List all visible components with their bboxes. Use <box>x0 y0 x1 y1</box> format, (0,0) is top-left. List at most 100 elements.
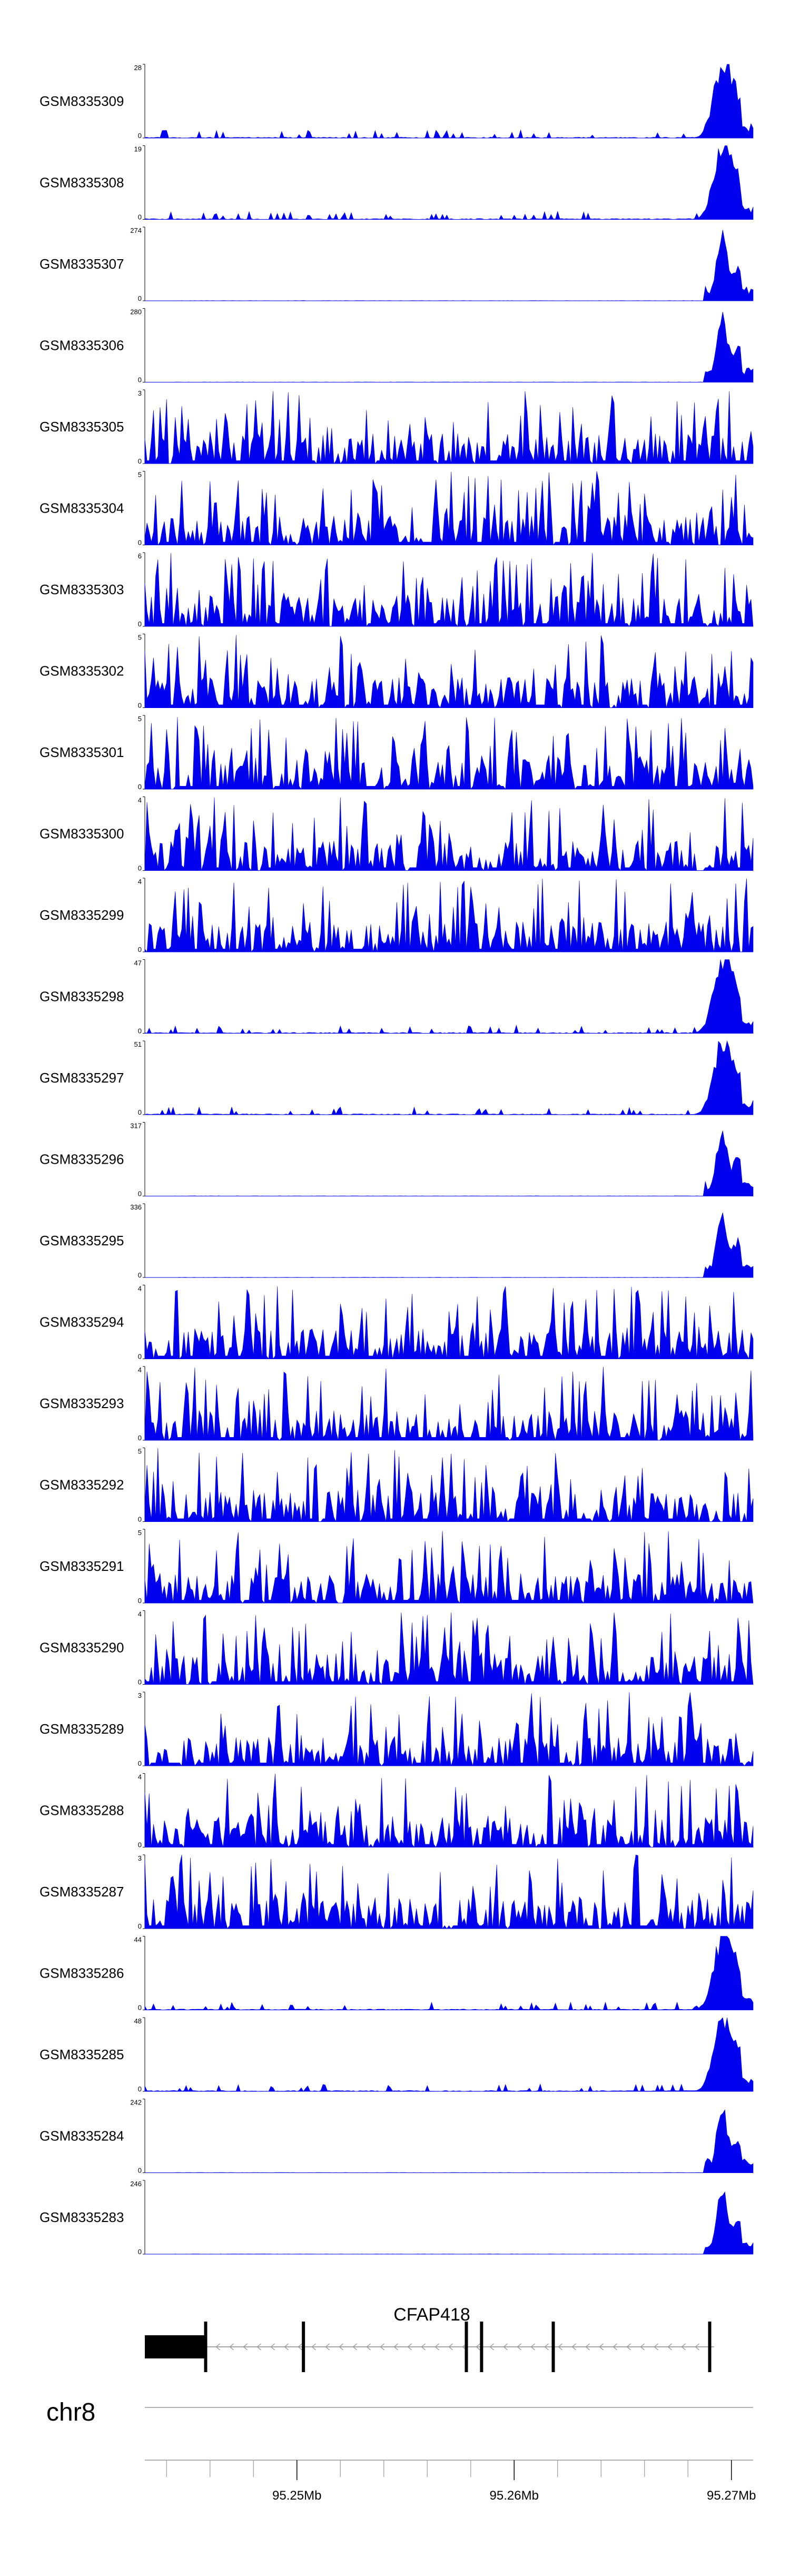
axis-tick-label: 95.25Mb <box>272 2489 321 2503</box>
strand-arrow-icon <box>517 2343 521 2351</box>
strand-arrow-icon <box>558 2343 562 2351</box>
ymin-label: 0 <box>138 539 142 547</box>
strand-arrow-icon <box>626 2343 631 2351</box>
track-label: GSM8335299 <box>39 907 124 923</box>
ymin-label: 0 <box>138 376 142 384</box>
ymax-label: 5 <box>138 634 142 642</box>
ymin-label: 0 <box>138 783 142 791</box>
strand-arrow-icon <box>256 2343 261 2351</box>
ymax-label: 5 <box>138 715 142 723</box>
ymax-label: 280 <box>130 308 142 316</box>
ymin-label: 0 <box>138 1108 142 1116</box>
track-GSM8335300: GSM8335300 4 0 <box>39 797 754 872</box>
ymin-label: 0 <box>138 2248 142 2256</box>
track-label: GSM8335304 <box>39 500 124 516</box>
track-GSM8335304: GSM8335304 5 0 <box>39 471 754 547</box>
strand-arrow-icon <box>613 2343 617 2351</box>
strand-arrow-icon <box>311 2343 316 2351</box>
coverage-area <box>144 635 754 709</box>
ymax-label: 4 <box>138 1610 142 1618</box>
genome-axis: chr8 95.25Mb 95.26Mb 95.27Mb <box>46 2398 756 2503</box>
strand-arrow-icon <box>489 2343 494 2351</box>
ymin-label: 0 <box>138 1516 142 1523</box>
ymin-label: 0 <box>138 294 142 302</box>
ymax-label: 5 <box>138 1448 142 1456</box>
track-label: GSM8335296 <box>39 1152 124 1167</box>
coverage-area <box>144 471 754 546</box>
ymin-label: 0 <box>138 1027 142 1035</box>
track-label: GSM8335301 <box>39 744 124 760</box>
track-label: GSM8335292 <box>39 1477 124 1493</box>
ymax-label: 3 <box>138 389 142 397</box>
coverage-area <box>145 311 754 382</box>
ymax-label: 47 <box>134 959 142 967</box>
ymax-label: 242 <box>130 2099 142 2107</box>
track-label: GSM8335297 <box>39 1070 124 1086</box>
strand-arrow-icon <box>298 2343 302 2351</box>
coverage-area <box>144 1448 754 1522</box>
track-label: GSM8335306 <box>39 338 124 353</box>
coverage-area <box>144 1366 754 1441</box>
strand-arrow-icon <box>215 2343 220 2351</box>
track-label: GSM8335291 <box>39 1558 124 1574</box>
track-label: GSM8335286 <box>39 1965 124 1981</box>
track-GSM8335306: GSM8335306 280 0 <box>39 308 754 384</box>
ymin-label: 0 <box>138 1759 142 1767</box>
ymin-label: 0 <box>138 620 142 628</box>
ymin-label: 0 <box>138 2085 142 2093</box>
strand-arrow-icon <box>654 2343 658 2351</box>
strand-arrow-icon <box>544 2343 549 2351</box>
track-GSM8335286: GSM8335286 44 0 <box>39 1936 754 2012</box>
track-GSM8335305: GSM8335305 3 0 <box>39 389 754 465</box>
coverage-area <box>144 145 754 220</box>
track-GSM8335299: GSM8335299 4 0 <box>39 878 754 953</box>
track-GSM8335287: GSM8335287 3 0 <box>39 1854 754 1930</box>
strand-arrow-icon <box>476 2343 480 2351</box>
strand-arrow-icon <box>448 2343 453 2351</box>
strand-arrow-icon <box>407 2343 412 2351</box>
ymin-label: 0 <box>138 946 142 953</box>
exon-mark <box>551 2322 555 2372</box>
coverage-area <box>144 717 754 790</box>
exon-mark <box>302 2322 305 2372</box>
strand-arrow-icon <box>585 2343 590 2351</box>
coverage-area <box>145 2191 754 2255</box>
coverage-area <box>144 391 754 464</box>
exon-mark <box>708 2322 712 2372</box>
strand-arrow-icon <box>530 2343 535 2351</box>
coverage-area <box>144 878 754 952</box>
ymax-label: 4 <box>138 1773 142 1781</box>
strand-arrow-icon <box>640 2343 645 2351</box>
exon-mark <box>465 2322 468 2372</box>
strand-arrow-icon <box>695 2343 699 2351</box>
coverage-area <box>144 1040 754 1115</box>
track-GSM8335284: GSM8335284 242 0 <box>39 2099 754 2175</box>
strand-arrow-icon <box>681 2343 686 2351</box>
gene-model: CFAP418 <box>145 2305 714 2372</box>
coverage-area <box>144 1612 754 1685</box>
strand-arrow-icon <box>599 2343 604 2351</box>
ymin-label: 0 <box>138 1434 142 1442</box>
strand-arrow-icon <box>434 2343 439 2351</box>
ymin-label: 0 <box>138 457 142 465</box>
coverage-area <box>144 797 754 871</box>
track-GSM8335289: GSM8335289 3 0 <box>39 1692 754 1767</box>
ymin-label: 0 <box>138 1271 142 1279</box>
track-label: GSM8335293 <box>39 1395 124 1411</box>
strand-arrow-icon <box>366 2343 371 2351</box>
ymax-label: 3 <box>138 1692 142 1699</box>
coverage-area <box>144 2017 754 2092</box>
ymin-label: 0 <box>138 1841 142 1849</box>
track-GSM8335302: GSM8335302 5 0 <box>39 634 754 710</box>
ymax-label: 4 <box>138 878 142 886</box>
strand-arrow-icon <box>229 2343 234 2351</box>
ymax-label: 48 <box>134 2017 142 2025</box>
ymax-label: 4 <box>138 1285 142 1293</box>
track-GSM8335291: GSM8335291 5 0 <box>39 1529 754 1605</box>
ymax-label: 44 <box>134 1936 142 1944</box>
track-GSM8335303: GSM8335303 6 0 <box>39 552 754 628</box>
track-GSM8335288: GSM8335288 4 0 <box>39 1773 754 1849</box>
ymax-label: 317 <box>130 1122 142 1130</box>
track-label: GSM8335294 <box>39 1314 124 1330</box>
ymax-label: 336 <box>130 1203 142 1211</box>
